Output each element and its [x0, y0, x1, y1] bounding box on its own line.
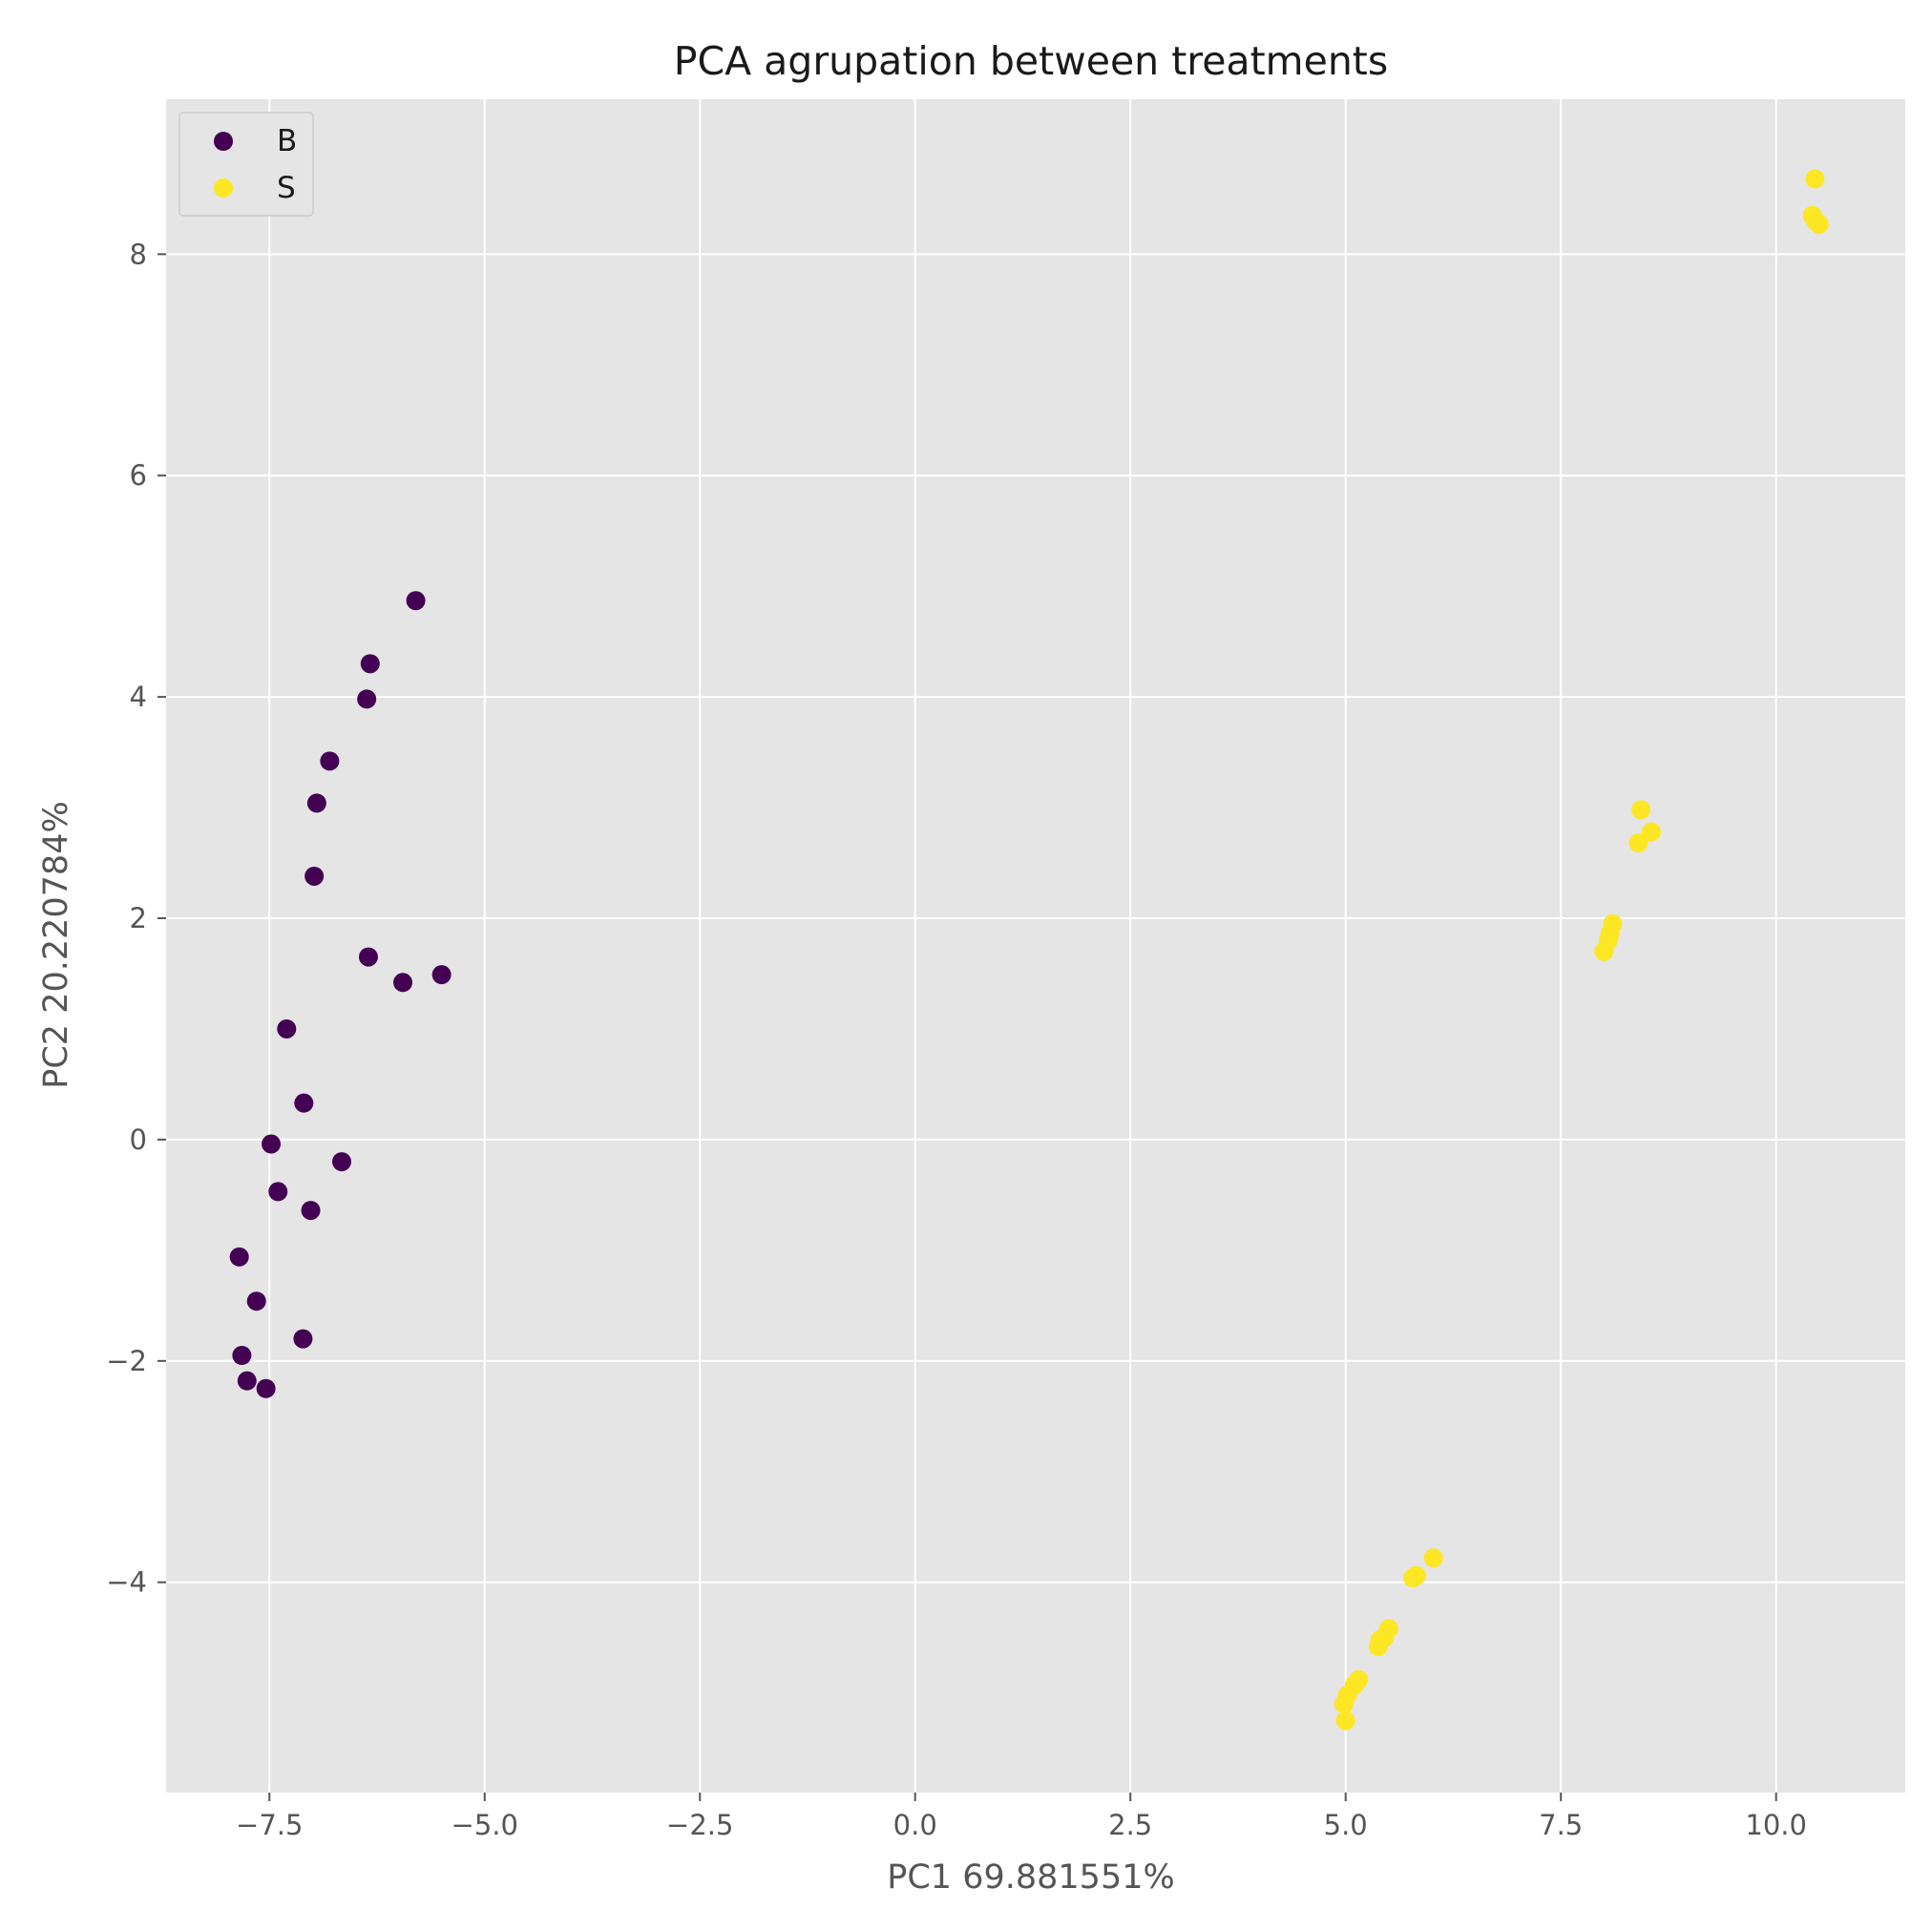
- point-b: [357, 689, 377, 709]
- x-tick-label: 5.0: [1324, 1809, 1368, 1841]
- x-tick-label: 2.5: [1108, 1809, 1152, 1841]
- point-b: [268, 1182, 288, 1202]
- point-b: [332, 1152, 352, 1172]
- y-tick-label: 6: [130, 459, 147, 492]
- legend-marker-s: [214, 178, 233, 198]
- chart-title: PCA agrupation between treatments: [674, 38, 1389, 84]
- x-axis-label: PC1 69.881551%: [887, 1858, 1174, 1897]
- point-s: [1631, 800, 1651, 820]
- point-s: [1368, 1636, 1388, 1656]
- plot-area: [166, 99, 1905, 1793]
- y-tick-label: 0: [130, 1123, 147, 1156]
- point-s: [1641, 822, 1661, 842]
- point-b: [229, 1247, 249, 1267]
- point-b: [294, 1093, 314, 1113]
- point-s: [1423, 1548, 1443, 1568]
- x-tick-label: 0.0: [893, 1809, 937, 1841]
- legend-marker-b: [214, 132, 233, 151]
- point-b: [306, 793, 326, 813]
- y-axis-label: PC2 20.220784%: [37, 801, 75, 1088]
- y-axis-ticks: −4 −2 0 2 4 6 8: [106, 238, 166, 1599]
- legend-label-s: S: [277, 171, 296, 205]
- point-b: [304, 866, 325, 886]
- y-tick-label: −2: [106, 1345, 147, 1377]
- point-s: [1334, 1694, 1354, 1714]
- y-tick-label: 4: [130, 681, 147, 713]
- point-b: [406, 591, 426, 611]
- point-b: [262, 1134, 282, 1154]
- point-b: [358, 947, 378, 967]
- point-s: [1403, 1568, 1423, 1588]
- point-b: [277, 1018, 297, 1038]
- x-tick-label: −5.0: [452, 1809, 518, 1841]
- x-tick-label: −7.5: [236, 1809, 303, 1841]
- point-b: [301, 1201, 321, 1221]
- legend-box: [178, 112, 314, 217]
- point-b: [246, 1291, 266, 1311]
- point-b: [293, 1329, 313, 1349]
- point-s: [1805, 169, 1825, 189]
- point-b: [237, 1371, 257, 1391]
- point-b: [431, 965, 452, 985]
- legend-label-b: B: [277, 124, 297, 158]
- point-s: [1594, 941, 1614, 961]
- grid-lines: [166, 99, 1905, 1793]
- point-b: [320, 751, 340, 771]
- point-b: [360, 654, 380, 674]
- x-tick-label: 7.5: [1539, 1809, 1583, 1841]
- point-b: [393, 973, 413, 993]
- y-tick-label: 8: [130, 238, 147, 270]
- legend: B S: [178, 112, 314, 217]
- series-s: [1334, 169, 1829, 1731]
- data-points: [229, 169, 1829, 1731]
- y-tick-label: −4: [106, 1566, 147, 1599]
- point-s: [1335, 1710, 1355, 1731]
- point-s: [1628, 833, 1648, 853]
- point-s: [1809, 215, 1829, 235]
- y-tick-label: 2: [130, 902, 147, 934]
- x-tick-label: 10.0: [1745, 1809, 1807, 1841]
- point-b: [232, 1346, 252, 1366]
- series-b: [229, 591, 452, 1398]
- x-tick-label: −2.5: [666, 1809, 733, 1841]
- point-b: [256, 1378, 276, 1398]
- x-axis-ticks: −7.5 −5.0 −2.5 0.0 2.5 5.0 7.5 10.0: [236, 1793, 1807, 1841]
